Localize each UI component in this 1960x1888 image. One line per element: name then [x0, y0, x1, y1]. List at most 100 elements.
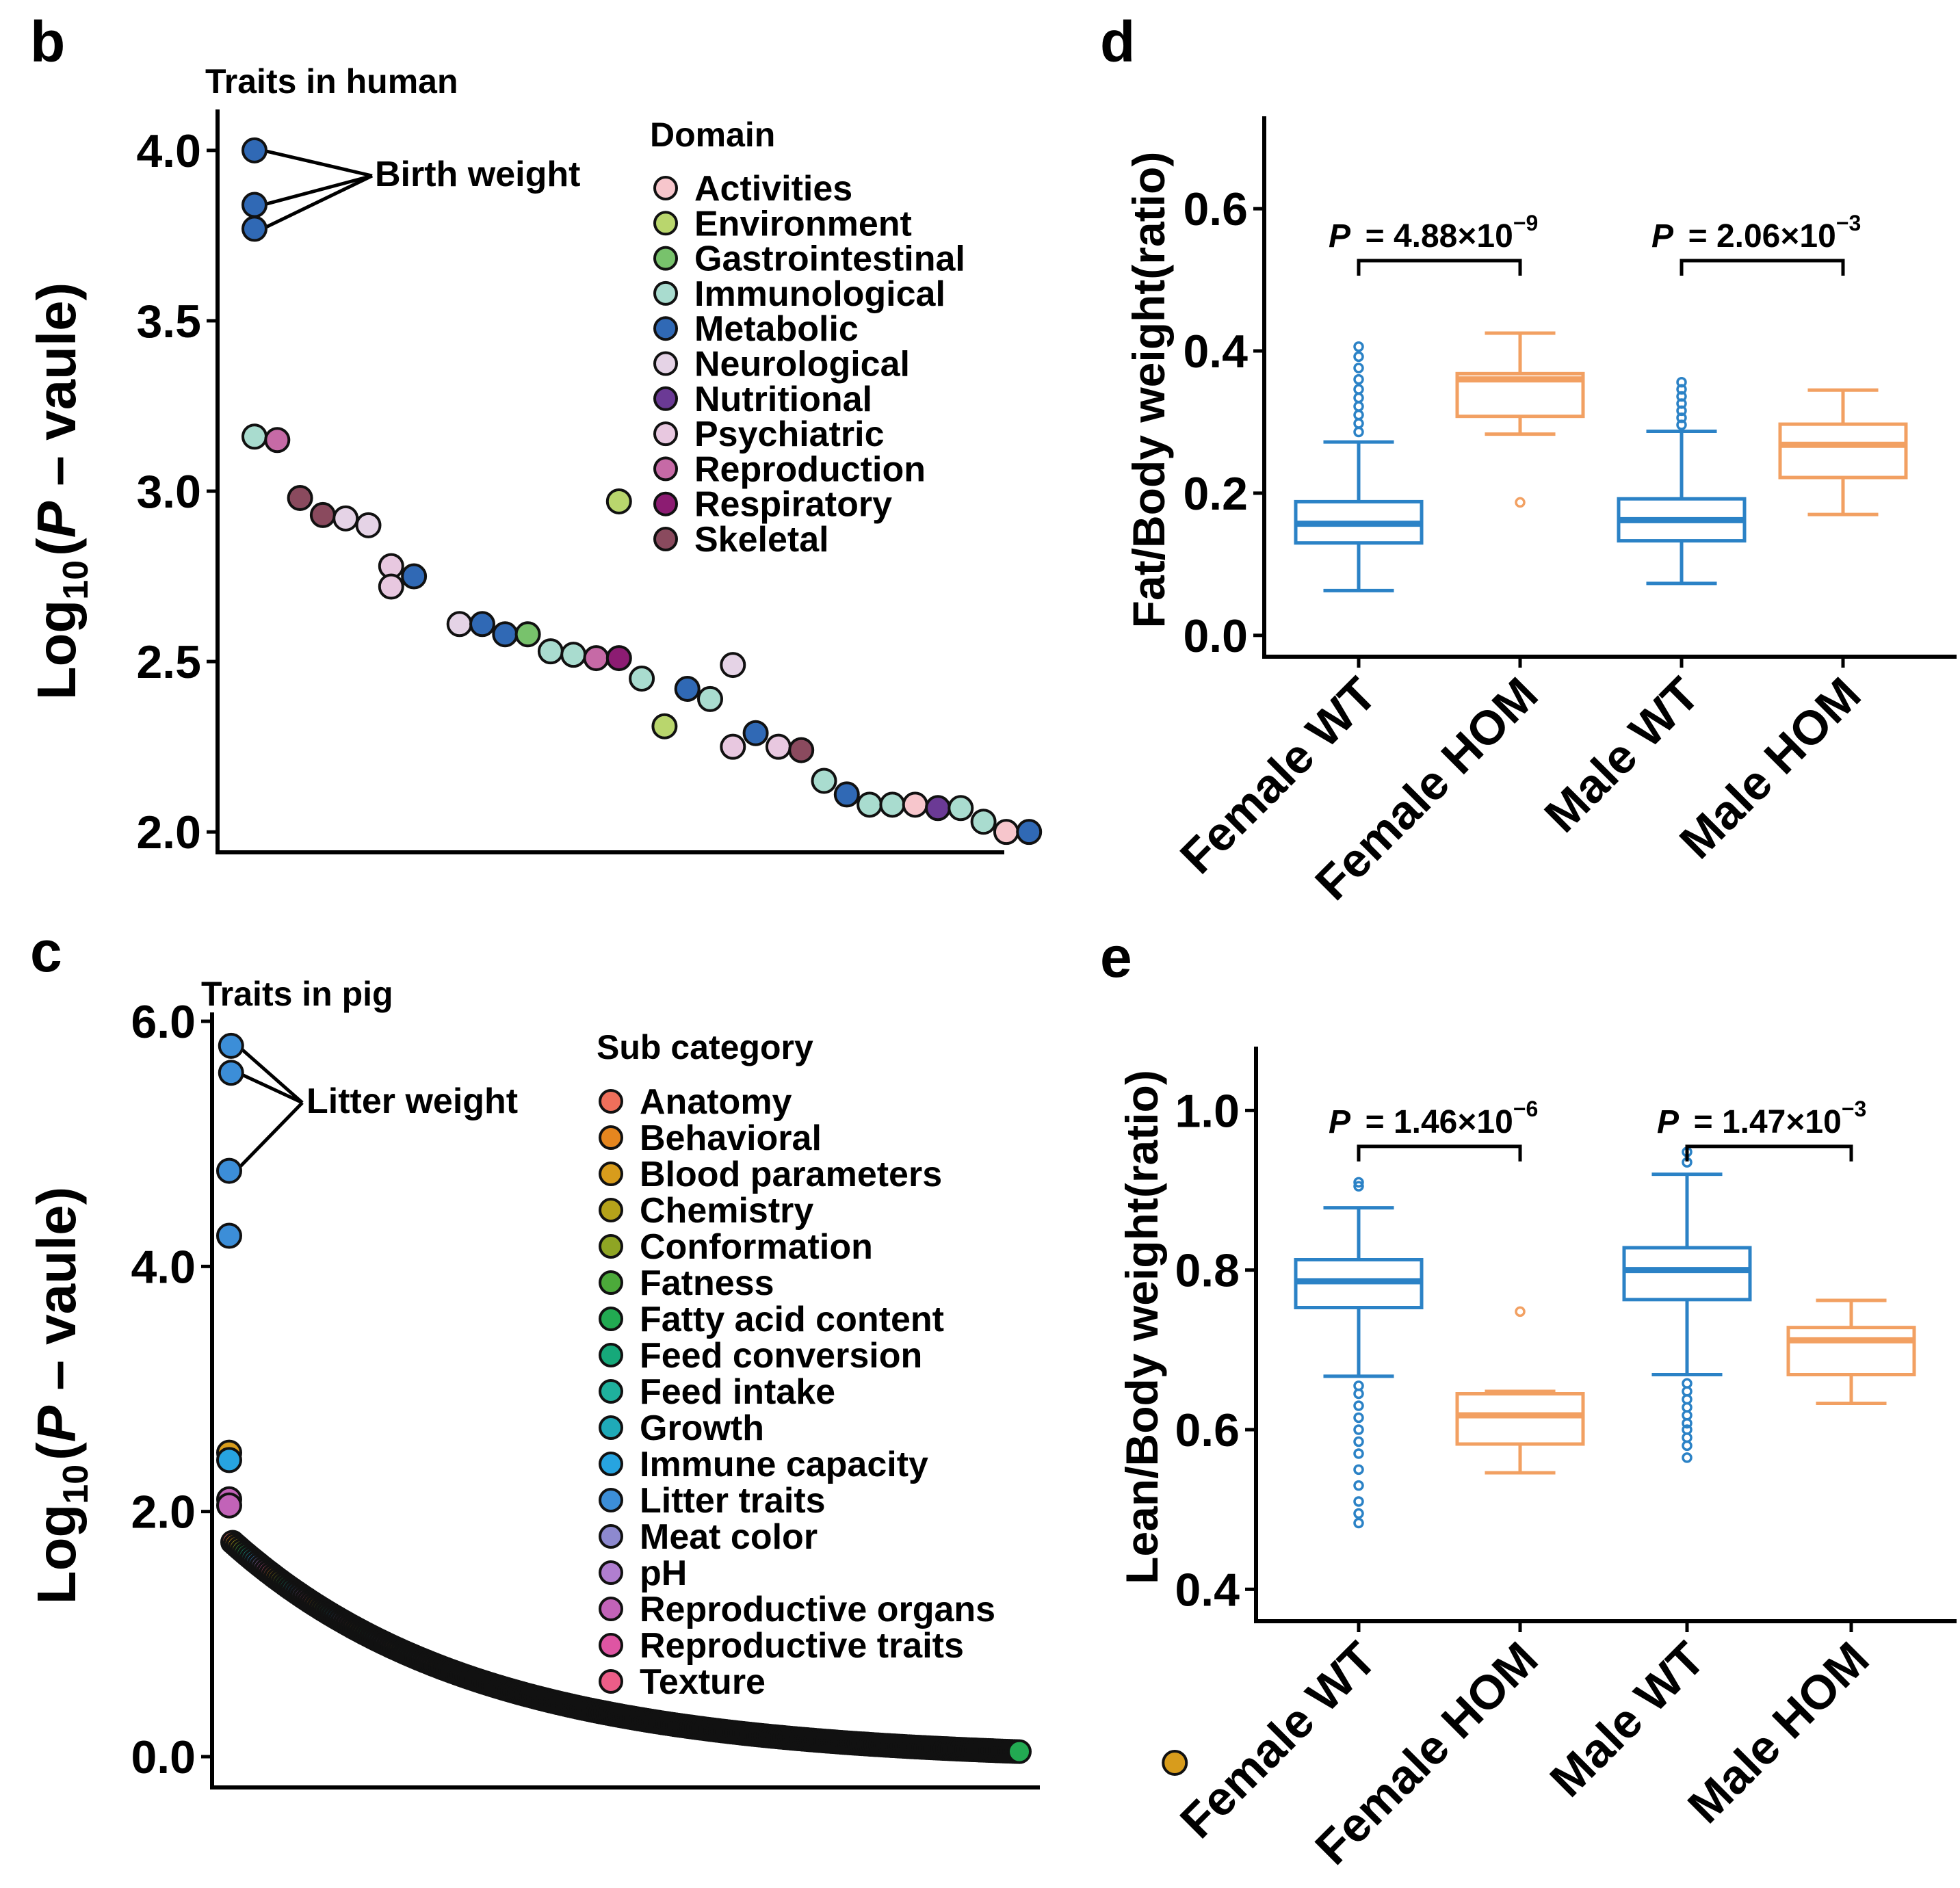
panel-c-y-axis-label: Log10 (P – vaule): [26, 1187, 96, 1605]
panel-c-annotation-lines: [235, 1044, 304, 1172]
c-legend-label: Anatomy: [640, 1082, 792, 1122]
b-legend-label: Immunological: [694, 274, 945, 314]
e-box-group: [1455, 1306, 1585, 1475]
d-p-value-mantissa: = 4.88×10: [1366, 218, 1513, 254]
b-point: [742, 720, 769, 746]
e-comparison-bracket: [1357, 1144, 1522, 1162]
e-outlier: [1353, 1177, 1364, 1188]
b-point: [583, 645, 610, 672]
d-axis-lines: [1262, 116, 1957, 659]
c-point: [216, 1157, 242, 1184]
c-annotation-line: [237, 1044, 304, 1104]
b-point: [378, 573, 404, 600]
d-outlier: [1676, 377, 1687, 388]
panel-d-boxes: [1294, 331, 1908, 592]
b-y-label-vaule: – vaule: [26, 300, 87, 501]
b-legend-swatch: [653, 456, 678, 482]
b-y-label-subscript: 10: [56, 560, 96, 600]
b-point: [355, 512, 382, 538]
e-outlier: [1353, 1508, 1364, 1519]
c-legend-swatch: [599, 1162, 623, 1186]
c-y-label-subscript: 10: [56, 1465, 96, 1504]
b-y-tick-label: 2.0: [136, 807, 201, 858]
e-outlier: [1682, 1440, 1693, 1452]
panel-b-human-traits-chart: Traits in human Birth weight Domain 2.02…: [26, 62, 1043, 858]
b-legend-swatch: [653, 280, 678, 306]
e-outlier: [1515, 1306, 1526, 1317]
e-outlier: [1353, 1448, 1364, 1459]
b-point: [401, 563, 428, 590]
c-legend-swatch: [599, 1234, 623, 1259]
e-comparison-bracket: [1685, 1144, 1853, 1162]
c-legend-label: Reproductive traits: [640, 1626, 964, 1666]
b-point: [765, 733, 792, 760]
c-legend-swatch: [599, 1560, 623, 1585]
c-point: [1007, 1739, 1032, 1764]
b-point: [857, 791, 883, 818]
e-outlier: [1353, 1181, 1364, 1192]
c-legend-label: Litter traits: [640, 1481, 826, 1521]
b-point: [811, 768, 837, 794]
b-y-tick-label: 3.0: [136, 466, 201, 518]
e-y-tick-label: 0.6: [1175, 1404, 1240, 1456]
c-legend-label: Chemistry: [640, 1191, 813, 1231]
panel-c-legend-title: Sub category: [597, 1028, 813, 1066]
b-y-tick-label: 2.5: [136, 636, 201, 688]
b-annotation-line: [262, 148, 373, 178]
b-point: [629, 666, 655, 692]
b-point: [264, 427, 291, 454]
b-legend-swatch: [653, 211, 678, 236]
b-point: [720, 733, 746, 760]
c-point: [218, 1060, 244, 1086]
b-point: [241, 137, 267, 163]
c-legend-label: Meat color: [640, 1517, 818, 1557]
c-legend-label: Behavioral: [640, 1118, 822, 1158]
b-point: [833, 781, 860, 808]
e-outlier: [1353, 1436, 1364, 1447]
d-p-value: P = 4.88×10−9: [1329, 211, 1538, 254]
c-legend-label: Fatness: [640, 1263, 774, 1303]
e-box-group: [1294, 1177, 1424, 1529]
b-legend-label: Psychiatric: [694, 415, 885, 454]
c-annotation-line: [237, 1071, 304, 1105]
c-legend-swatch: [599, 1633, 623, 1657]
b-point: [925, 795, 951, 822]
b-point: [537, 638, 564, 665]
d-p-value-mantissa: = 2.06×10: [1688, 218, 1836, 254]
c-legend-label: Conformation: [640, 1227, 873, 1267]
d-outlier: [1353, 363, 1364, 373]
c-y-label-paren-close: ): [26, 1187, 87, 1205]
d-p-value-p: P: [1651, 218, 1682, 254]
c-legend-label: Blood parameters: [640, 1155, 942, 1194]
b-y-label-paren-close: ): [26, 283, 87, 301]
c-legend-swatch: [599, 1125, 623, 1150]
d-p-value-exponent: −9: [1513, 211, 1538, 235]
e-p-value-mantissa: = 1.46×10: [1366, 1104, 1513, 1140]
e-box: [1786, 1326, 1916, 1376]
c-y-label-p: P: [26, 1405, 87, 1442]
b-legend-label: Metabolic: [694, 309, 859, 349]
e-outlier: [1353, 1480, 1364, 1491]
e-p-value-p: P: [1329, 1104, 1359, 1140]
c-legend-label: Immune capacity: [640, 1445, 928, 1484]
d-y-tick-label: 0.4: [1183, 326, 1248, 378]
panel-b-legend-title: Domain: [650, 116, 775, 154]
e-p-value-exponent: −6: [1513, 1097, 1538, 1121]
b-legend-label: Reproduction: [694, 449, 926, 489]
b-annotation-line: [262, 174, 373, 207]
e-p-value-exponent: −3: [1842, 1097, 1866, 1121]
panel-b-title: Traits in human: [205, 62, 458, 101]
b-point: [605, 645, 632, 672]
panel-c-title: Traits in pig: [201, 975, 393, 1013]
c-legend-label: Feed conversion: [640, 1336, 922, 1376]
c-legend-label: Feed intake: [640, 1372, 835, 1412]
c-point: [216, 1492, 242, 1519]
d-y-tick-label: 0.2: [1183, 468, 1248, 520]
c-legend-swatch: [599, 1452, 623, 1476]
panel-b-points: [241, 137, 1043, 845]
c-legend-label: Reproductive organs: [640, 1590, 995, 1629]
d-y-tick-label: 0.6: [1183, 183, 1248, 235]
d-outlier: [1353, 351, 1364, 363]
b-y-label-log: Log: [26, 600, 87, 700]
